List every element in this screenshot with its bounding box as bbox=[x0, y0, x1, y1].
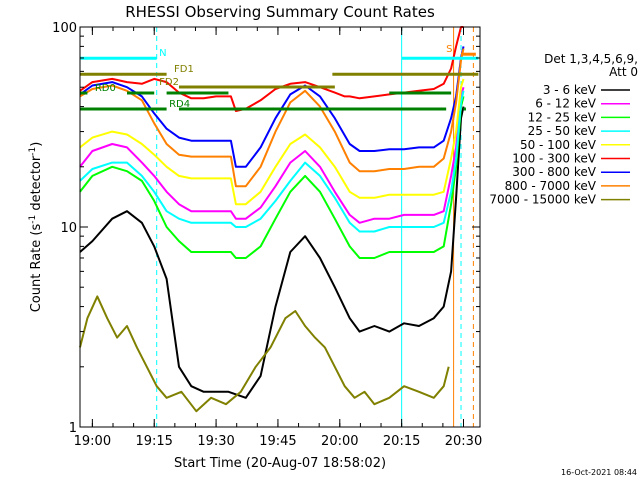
series-line-3 bbox=[79, 90, 465, 233]
flag-label-n: N bbox=[159, 48, 166, 59]
legend-label: 7000 - 15000 keV bbox=[489, 193, 596, 207]
legend-label: 3 - 6 keV bbox=[543, 83, 597, 97]
flag-label-fd2: FD2 bbox=[159, 77, 179, 88]
x-tick-label: 19:30 bbox=[197, 434, 234, 449]
legend-header-line: Att 0 bbox=[609, 65, 638, 79]
y-axis-label-part-2: detector bbox=[29, 155, 44, 215]
flag-layer: N S FD1 FD2 RD0 RD4 bbox=[80, 44, 479, 111]
legend-label: 6 - 12 keV bbox=[535, 97, 597, 111]
generation-timestamp: 16-Oct-2021 08:44 bbox=[561, 468, 637, 477]
series-line-8 bbox=[79, 295, 450, 413]
flag-label-rd4: RD4 bbox=[169, 99, 190, 110]
x-tick-label: 19:00 bbox=[74, 434, 111, 449]
x-tick-label: 20:30 bbox=[445, 434, 482, 449]
legend-label: 25 - 50 keV bbox=[528, 124, 597, 138]
series-line-7 bbox=[79, 48, 465, 188]
y-tick-label: 100 bbox=[52, 21, 77, 36]
series-line-5 bbox=[79, 26, 464, 112]
series-line-6 bbox=[79, 46, 465, 168]
axis-layer: 19:00 19:15 19:30 19:45 20:00 20:15 20:30 1 10 10… bbox=[52, 21, 482, 449]
legend-label: 800 - 7000 keV bbox=[505, 179, 597, 193]
series-line-2 bbox=[79, 96, 465, 259]
legend-label: 100 - 300 keV bbox=[512, 152, 596, 166]
chart-title: RHESSI Observing Summary Count Rates bbox=[125, 3, 435, 21]
legend-label: 12 - 25 keV bbox=[528, 110, 597, 124]
series-layer bbox=[79, 26, 465, 413]
y-axis-label-sup-1: -1 bbox=[28, 215, 38, 224]
series-line-4 bbox=[79, 78, 465, 206]
y-axis-label: Count Rate (s-1 detector-1) bbox=[28, 142, 44, 313]
legend-header-line: Det 1,3,4,5,6,9, bbox=[544, 52, 638, 66]
y-axis-label-part-1: Count Rate (s bbox=[29, 224, 44, 313]
y-tick-label: 1 bbox=[69, 421, 77, 436]
flag-label-s: S bbox=[446, 44, 452, 55]
x-tick-label: 19:15 bbox=[135, 434, 172, 449]
y-tick-label: 10 bbox=[60, 221, 77, 236]
flag-label-rd0: RD0 bbox=[95, 83, 116, 94]
legend-label: 50 - 100 keV bbox=[520, 138, 597, 152]
x-tick-label: 19:45 bbox=[259, 434, 296, 449]
series-line-1 bbox=[79, 86, 465, 224]
y-axis-label-sup-2: -1 bbox=[28, 147, 38, 156]
y-axis-label-part-3: ) bbox=[29, 142, 44, 147]
x-tick-label: 20:00 bbox=[321, 434, 358, 449]
flag-label-fd1: FD1 bbox=[174, 64, 194, 75]
legend-label: 300 - 800 keV bbox=[512, 165, 596, 179]
x-tick-label: 20:15 bbox=[383, 434, 420, 449]
series-line-0 bbox=[79, 106, 465, 399]
x-axis-label: Start Time (20-Aug-07 18:58:02) bbox=[174, 456, 386, 471]
